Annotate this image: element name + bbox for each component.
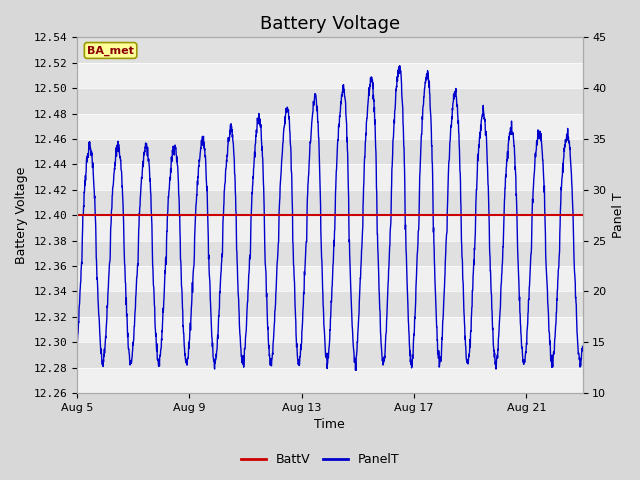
Bar	[77, 190, 582, 215]
Bar	[77, 88, 582, 114]
Bar	[77, 240, 582, 266]
Title: Battery Voltage: Battery Voltage	[260, 15, 400, 33]
Y-axis label: Battery Voltage: Battery Voltage	[15, 167, 28, 264]
X-axis label: Time: Time	[314, 419, 345, 432]
Bar	[77, 165, 582, 190]
Bar	[77, 291, 582, 317]
Bar	[77, 114, 582, 139]
Legend: BattV, PanelT: BattV, PanelT	[236, 448, 404, 471]
Bar	[77, 63, 582, 88]
Y-axis label: Panel T: Panel T	[612, 192, 625, 238]
Bar	[77, 139, 582, 165]
Bar	[77, 37, 582, 63]
Bar	[77, 368, 582, 393]
Bar	[77, 266, 582, 291]
Bar	[77, 342, 582, 368]
Bar	[77, 317, 582, 342]
Bar	[77, 215, 582, 240]
Text: BA_met: BA_met	[87, 45, 134, 56]
